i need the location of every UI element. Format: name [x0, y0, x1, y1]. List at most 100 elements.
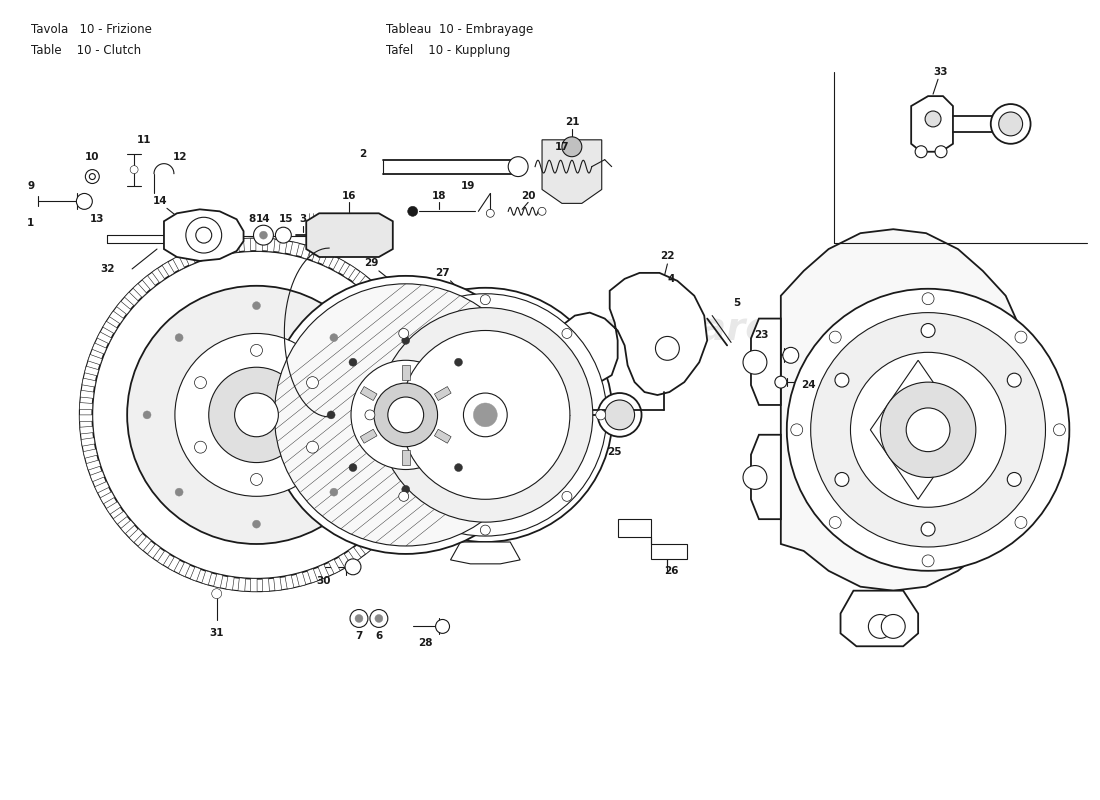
Polygon shape [417, 442, 431, 452]
Polygon shape [339, 554, 351, 568]
Polygon shape [393, 315, 407, 328]
Text: 22: 22 [660, 251, 674, 261]
Polygon shape [88, 354, 102, 365]
Circle shape [1008, 473, 1021, 486]
Polygon shape [290, 242, 299, 256]
Polygon shape [415, 454, 429, 464]
Polygon shape [410, 465, 425, 475]
Polygon shape [312, 249, 322, 263]
Circle shape [850, 352, 1005, 507]
Circle shape [195, 442, 207, 453]
Circle shape [374, 383, 438, 446]
Polygon shape [418, 383, 432, 392]
Circle shape [829, 517, 842, 529]
Polygon shape [97, 332, 111, 343]
Circle shape [597, 393, 641, 437]
Circle shape [408, 206, 418, 216]
Text: 31: 31 [209, 628, 224, 638]
Circle shape [562, 329, 572, 338]
Polygon shape [85, 366, 99, 376]
Text: eurospares: eurospares [122, 310, 367, 349]
Text: 3: 3 [299, 214, 307, 224]
Circle shape [481, 294, 491, 305]
Text: 13: 13 [90, 214, 104, 224]
Polygon shape [164, 210, 243, 261]
Circle shape [375, 614, 383, 622]
Text: Tableau  10 - Embrayage: Tableau 10 - Embrayage [386, 22, 534, 35]
Circle shape [196, 227, 211, 243]
Circle shape [906, 408, 950, 452]
Polygon shape [558, 273, 707, 395]
Polygon shape [840, 590, 918, 646]
Polygon shape [408, 348, 422, 359]
Polygon shape [352, 271, 365, 286]
Polygon shape [184, 251, 195, 266]
Polygon shape [129, 529, 143, 542]
Polygon shape [152, 268, 165, 282]
Polygon shape [113, 511, 128, 524]
Circle shape [128, 286, 386, 544]
Polygon shape [107, 502, 121, 514]
Circle shape [260, 231, 267, 239]
Circle shape [656, 337, 680, 360]
Text: 16: 16 [342, 191, 356, 202]
Polygon shape [90, 471, 104, 482]
Circle shape [251, 474, 263, 486]
Circle shape [454, 358, 462, 366]
Text: 29: 29 [364, 258, 378, 268]
Polygon shape [226, 576, 234, 590]
Text: 25: 25 [607, 446, 621, 457]
Polygon shape [262, 578, 270, 591]
Polygon shape [343, 265, 355, 279]
Text: 23: 23 [754, 330, 768, 341]
Text: 11: 11 [136, 135, 152, 145]
Circle shape [476, 411, 484, 419]
Polygon shape [366, 532, 379, 546]
Polygon shape [102, 322, 118, 334]
Polygon shape [213, 574, 223, 588]
Circle shape [350, 610, 367, 627]
Polygon shape [781, 229, 1023, 590]
Bar [434, 386, 451, 401]
Circle shape [1008, 373, 1021, 387]
Circle shape [398, 329, 409, 338]
Polygon shape [207, 243, 217, 258]
Circle shape [79, 238, 433, 592]
Polygon shape [80, 390, 94, 398]
Polygon shape [396, 496, 410, 509]
Circle shape [327, 411, 336, 419]
Circle shape [175, 334, 338, 496]
Circle shape [398, 491, 409, 502]
Text: 20: 20 [521, 191, 536, 202]
Polygon shape [389, 506, 404, 518]
Polygon shape [81, 438, 95, 446]
Polygon shape [92, 343, 107, 354]
Circle shape [307, 442, 319, 453]
Circle shape [345, 559, 361, 574]
Circle shape [251, 344, 263, 356]
Polygon shape [751, 434, 781, 519]
Text: 8: 8 [248, 214, 255, 224]
Text: Table    10 - Clutch: Table 10 - Clutch [31, 45, 141, 58]
Text: 19: 19 [461, 182, 475, 191]
Circle shape [349, 463, 356, 471]
Polygon shape [117, 302, 131, 314]
Text: 7: 7 [355, 631, 363, 642]
Polygon shape [79, 415, 92, 422]
Polygon shape [201, 570, 212, 585]
Polygon shape [109, 311, 123, 324]
Polygon shape [329, 559, 340, 574]
Text: 12: 12 [173, 152, 187, 162]
Text: 17: 17 [554, 142, 570, 152]
Circle shape [362, 411, 370, 419]
Circle shape [143, 411, 151, 419]
Polygon shape [398, 326, 412, 338]
Polygon shape [219, 241, 228, 254]
Polygon shape [307, 569, 318, 583]
Bar [434, 430, 451, 443]
Polygon shape [751, 318, 781, 405]
Polygon shape [238, 578, 245, 591]
Polygon shape [870, 360, 966, 499]
Polygon shape [251, 578, 257, 592]
Polygon shape [420, 420, 433, 427]
